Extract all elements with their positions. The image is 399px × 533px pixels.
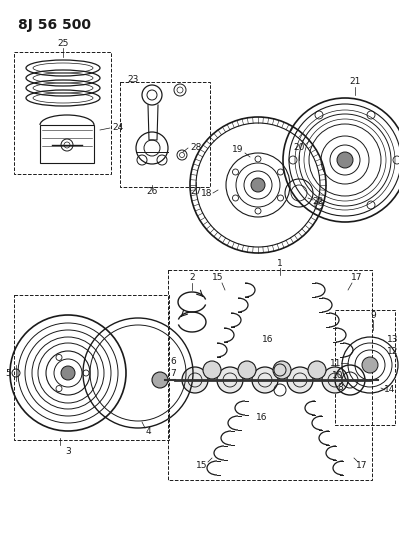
Text: 15: 15 — [212, 273, 224, 282]
Circle shape — [152, 372, 168, 388]
Text: 23: 23 — [127, 76, 139, 85]
Bar — [14, 52, 111, 174]
Text: 17: 17 — [351, 273, 363, 282]
Text: 20: 20 — [293, 143, 305, 152]
Text: 7: 7 — [170, 369, 176, 378]
Text: 18: 18 — [201, 189, 213, 198]
Text: 11: 11 — [330, 359, 342, 367]
Text: 16: 16 — [256, 414, 268, 423]
Circle shape — [238, 361, 256, 379]
Circle shape — [61, 366, 75, 380]
Circle shape — [337, 152, 353, 168]
Circle shape — [273, 361, 291, 379]
Text: 10: 10 — [332, 370, 344, 379]
Text: 4: 4 — [145, 427, 151, 437]
Text: 6: 6 — [170, 358, 176, 367]
Text: 8J 56 500: 8J 56 500 — [18, 18, 91, 32]
Text: 3: 3 — [65, 448, 71, 456]
Bar — [120, 82, 210, 187]
Text: 27: 27 — [190, 188, 201, 197]
Circle shape — [217, 367, 243, 393]
Circle shape — [287, 367, 313, 393]
Circle shape — [251, 178, 265, 192]
Text: 2: 2 — [189, 273, 195, 282]
Text: 28: 28 — [190, 143, 201, 152]
Text: 26: 26 — [146, 188, 158, 197]
Text: 19: 19 — [232, 146, 244, 155]
Bar — [40, 125, 94, 163]
Text: 22: 22 — [312, 198, 324, 206]
Bar — [335, 310, 395, 425]
Circle shape — [182, 367, 208, 393]
Bar — [14, 295, 169, 440]
Text: 16: 16 — [262, 335, 274, 344]
Text: 5: 5 — [5, 368, 11, 377]
Text: 25: 25 — [57, 38, 69, 47]
Text: 24: 24 — [113, 124, 124, 133]
Circle shape — [362, 357, 378, 373]
Text: 13: 13 — [387, 335, 399, 344]
Text: 12: 12 — [387, 348, 399, 357]
Text: 1: 1 — [277, 259, 283, 268]
Circle shape — [252, 367, 278, 393]
Text: 8: 8 — [337, 384, 343, 392]
Text: 9: 9 — [370, 311, 376, 319]
Text: 17: 17 — [356, 461, 368, 470]
Text: 21: 21 — [349, 77, 361, 86]
Circle shape — [308, 361, 326, 379]
Circle shape — [322, 367, 348, 393]
Circle shape — [203, 361, 221, 379]
Text: 14: 14 — [384, 385, 396, 394]
Text: 15: 15 — [196, 461, 208, 470]
